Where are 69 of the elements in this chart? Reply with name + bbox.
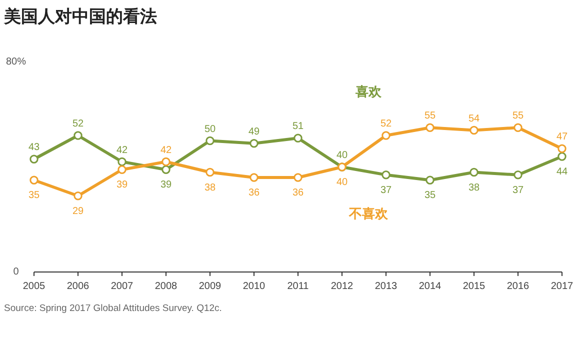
data-label: 55 bbox=[512, 110, 524, 122]
data-label: 54 bbox=[468, 113, 480, 124]
point bbox=[514, 170, 522, 180]
data-label: 47 bbox=[556, 132, 568, 143]
data-label: 39 bbox=[116, 180, 128, 191]
point bbox=[162, 157, 170, 166]
x-tick-label: 2014 bbox=[418, 281, 442, 292]
x-tick-label: 2015 bbox=[462, 281, 486, 292]
data-label: 50 bbox=[204, 124, 216, 135]
x-tick-label: 2011 bbox=[287, 281, 310, 292]
point bbox=[30, 154, 38, 164]
point bbox=[382, 131, 390, 140]
point bbox=[426, 123, 434, 132]
data-label: 39 bbox=[160, 180, 172, 191]
x-tick-label: 2005 bbox=[22, 281, 46, 292]
point bbox=[162, 165, 170, 174]
data-label: 37 bbox=[512, 184, 524, 196]
point bbox=[206, 136, 214, 146]
data-label: 55 bbox=[424, 110, 436, 122]
point bbox=[250, 139, 258, 148]
data-label: 35 bbox=[424, 190, 436, 202]
point bbox=[250, 173, 258, 182]
point bbox=[206, 168, 214, 177]
data-label: 43 bbox=[28, 142, 40, 154]
data-label: 52 bbox=[380, 118, 392, 130]
data-label: 37 bbox=[380, 184, 392, 196]
data-label: 52 bbox=[72, 118, 84, 130]
point bbox=[118, 157, 126, 166]
point bbox=[30, 176, 38, 184]
data-label: 36 bbox=[292, 188, 304, 198]
data-label: 29 bbox=[72, 206, 84, 217]
x-tick-label: 2016 bbox=[506, 281, 530, 292]
point bbox=[470, 126, 478, 135]
point bbox=[118, 165, 126, 174]
point bbox=[74, 192, 82, 200]
x-tick-label: 2010 bbox=[242, 281, 266, 292]
point bbox=[514, 123, 522, 132]
point bbox=[74, 131, 82, 140]
x-tick-label: 2017 bbox=[550, 281, 574, 292]
y-tick-label: 80% bbox=[6, 56, 26, 68]
data-label: 44 bbox=[556, 166, 568, 178]
x-tick-label: 2006 bbox=[66, 281, 90, 292]
data-label: 36 bbox=[248, 188, 260, 198]
data-label: 35 bbox=[28, 190, 40, 202]
source-note: Source: Spring 2017 Global Attitudes Survey. Q12c. bbox=[4, 303, 222, 314]
data-label: 38 bbox=[468, 182, 480, 194]
text: 喜欢 bbox=[354, 84, 382, 99]
data-label: 38 bbox=[204, 182, 216, 194]
text: 不喜欢 bbox=[348, 206, 389, 221]
x-tick-label: 2012 bbox=[330, 281, 354, 292]
data-label: 42 bbox=[160, 144, 172, 156]
point bbox=[558, 144, 566, 153]
data-label: 49 bbox=[248, 126, 260, 138]
data-label: 51 bbox=[292, 121, 304, 132]
point bbox=[294, 134, 302, 142]
data-label: 40 bbox=[336, 177, 348, 188]
x-tick-label: 2008 bbox=[154, 281, 178, 292]
x-tick-label: 2013 bbox=[374, 281, 398, 292]
point bbox=[382, 170, 390, 180]
y-tick-label: 0 bbox=[13, 266, 20, 278]
data-label: 40 bbox=[336, 150, 348, 161]
chart-title: 美国人对中国的看法 bbox=[3, 7, 157, 26]
point bbox=[558, 152, 566, 161]
data-label: 42 bbox=[116, 144, 128, 156]
point bbox=[426, 176, 434, 184]
point bbox=[470, 168, 478, 177]
x-tick-label: 2007 bbox=[110, 281, 134, 292]
x-tick-label: 2009 bbox=[198, 281, 222, 292]
point bbox=[294, 173, 302, 182]
